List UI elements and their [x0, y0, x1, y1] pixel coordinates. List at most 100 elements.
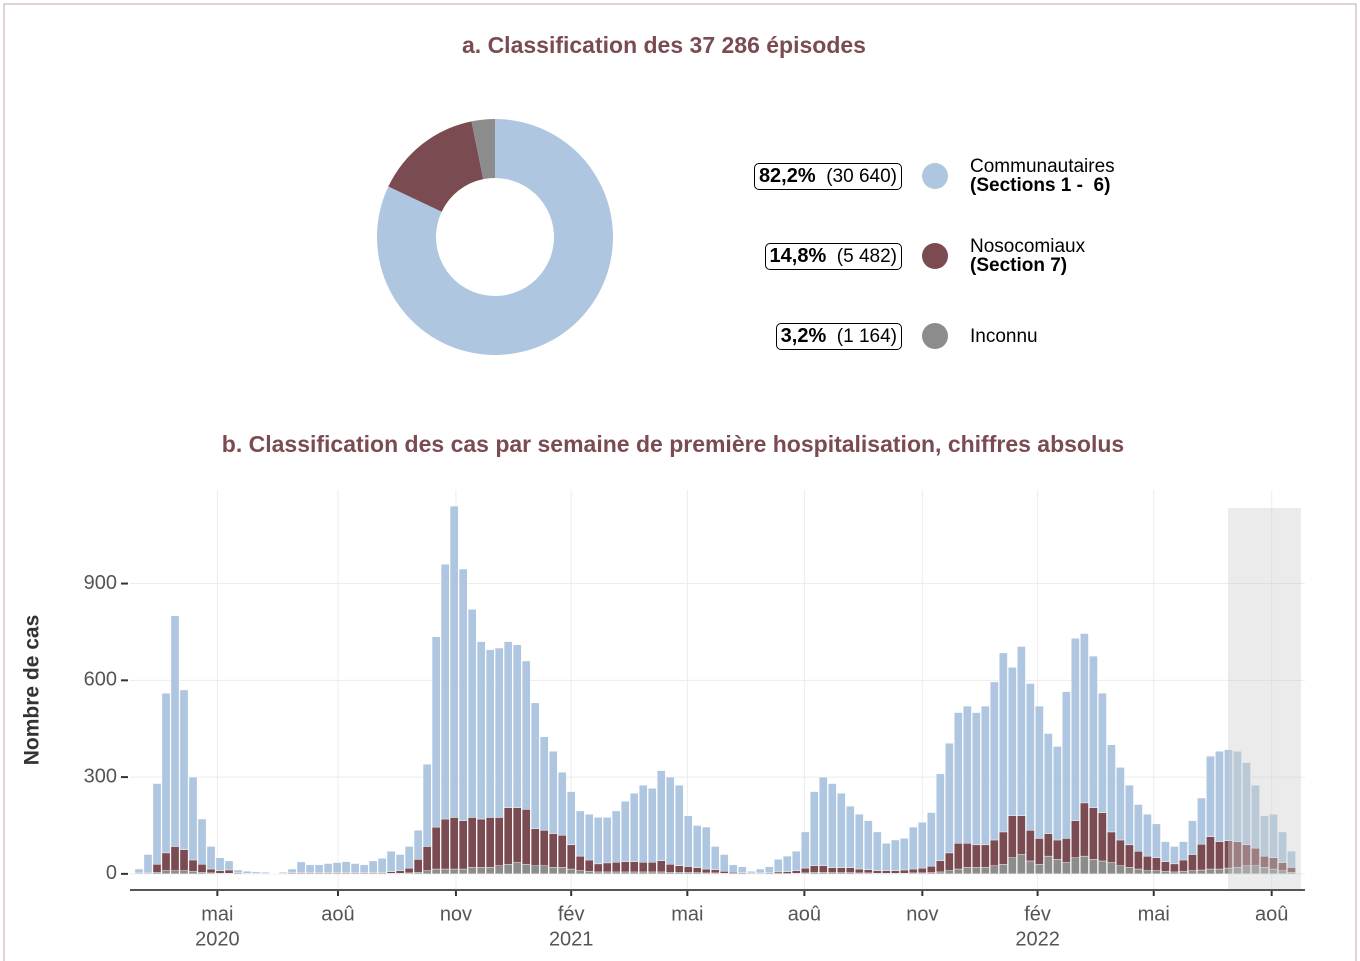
bar-segment: [278, 872, 288, 874]
bar-segment: [584, 813, 594, 861]
bar-segment: [206, 846, 216, 870]
bar-segment: [566, 868, 576, 875]
bar-segment: [819, 872, 828, 875]
bar-segment: [413, 830, 423, 860]
bar-segment: [1107, 744, 1116, 833]
bar-segment: [503, 807, 513, 865]
bar-segment: [314, 864, 324, 873]
bar-segment: [233, 869, 243, 873]
bar-segment: [828, 867, 837, 873]
bar-segment: [900, 838, 909, 871]
bar-segment: [539, 736, 549, 831]
bar-segment: [530, 828, 540, 867]
legend-name: Inconnu: [970, 327, 1200, 346]
bar-segment: [332, 862, 342, 873]
bar-segment: [557, 867, 567, 875]
bar-segment: [1143, 855, 1152, 871]
bar-segment: [683, 866, 693, 873]
frame: [3, 3, 1357, 961]
bar-segment: [494, 817, 504, 867]
bar-segment: [206, 868, 216, 874]
bar-segment: [909, 868, 918, 874]
bar-segment: [629, 871, 639, 875]
bar-segment: [774, 859, 783, 873]
bar-segment: [422, 870, 432, 875]
y-tick-label: 300: [84, 765, 117, 787]
bar-segment: [629, 861, 639, 873]
bar-segment: [810, 872, 819, 875]
bar-segment: [476, 641, 486, 820]
bar-segment: [476, 867, 486, 875]
bar-segment: [701, 826, 711, 870]
bar-segment: [1026, 830, 1035, 862]
bar-segment: [1026, 860, 1035, 875]
bar-segment: [900, 869, 909, 874]
bar-segment: [1017, 646, 1026, 817]
bar-segment: [963, 705, 972, 844]
count-label: (30 640): [826, 165, 897, 187]
x-tick-label: mai: [201, 903, 233, 925]
bar-segment: [1080, 855, 1089, 875]
bar-segment: [494, 865, 504, 875]
bar-segment: [1161, 841, 1170, 862]
bar-segment: [359, 864, 369, 873]
y-axis-label: Nombre de cas: [21, 615, 44, 766]
bar-segment: [665, 872, 675, 875]
bar-segment: [431, 636, 441, 828]
bar-segment: [1044, 833, 1053, 857]
bar-segment: [458, 820, 468, 870]
bar-segment: [1161, 871, 1170, 875]
bar-segment: [179, 689, 189, 850]
bar-segment: [647, 788, 657, 863]
bar-segment: [999, 652, 1008, 833]
bar-segment: [620, 861, 630, 873]
legend-item: 3,2% (1 164) Inconnu: [380, 316, 1200, 356]
x-tick-label: aoû: [1255, 903, 1288, 925]
x-tick-label: mai: [671, 903, 703, 925]
bar-segment: [999, 863, 1008, 875]
bar-segment: [774, 871, 783, 874]
label-box: 14,8% (5 482): [764, 242, 902, 270]
bar-segment: [476, 818, 486, 868]
bar-segment: [1134, 851, 1143, 870]
bar-segment: [530, 702, 540, 829]
bar-segment: [620, 871, 630, 875]
bar-segment: [152, 872, 162, 875]
bar-segment: [440, 563, 450, 820]
bar-segment: [485, 649, 495, 818]
bar-segment: [710, 869, 720, 874]
bar-segment: [990, 681, 999, 841]
bar-segment: [954, 712, 963, 844]
bar-segment: [593, 863, 603, 873]
bar-segment: [1197, 869, 1206, 875]
bar-segment: [936, 773, 945, 861]
bar-segment: [945, 852, 954, 871]
bar-segment: [620, 801, 630, 862]
bar-segment: [1197, 797, 1206, 845]
bar-segment: [1143, 870, 1152, 875]
bar-segment: [422, 846, 432, 871]
x-tick-label: mai: [1138, 903, 1170, 925]
bar-segment: [449, 868, 459, 875]
percent-label: 82,2%: [758, 164, 816, 187]
bar-segment: [602, 862, 612, 873]
bar-segment: [1098, 693, 1107, 813]
bar-segment: [882, 843, 891, 871]
bar-segment: [1017, 815, 1026, 855]
bar-segment: [557, 834, 567, 868]
bar-segment: [1278, 831, 1287, 863]
legend-label: Communautaires: [970, 156, 1115, 177]
bar-segment: [512, 862, 522, 875]
bar-segment: [521, 863, 531, 875]
bar-segment: [828, 783, 837, 868]
bar-segment: [431, 826, 441, 870]
bar-segment: [1125, 867, 1134, 875]
bar-segment: [1062, 838, 1071, 863]
bar-segment: [431, 868, 441, 875]
bar-segment: [224, 860, 234, 871]
bar-segment: [1116, 839, 1125, 867]
bar-segment: [756, 868, 765, 874]
bar-segment: [557, 772, 567, 836]
bar-segment: [395, 870, 405, 874]
